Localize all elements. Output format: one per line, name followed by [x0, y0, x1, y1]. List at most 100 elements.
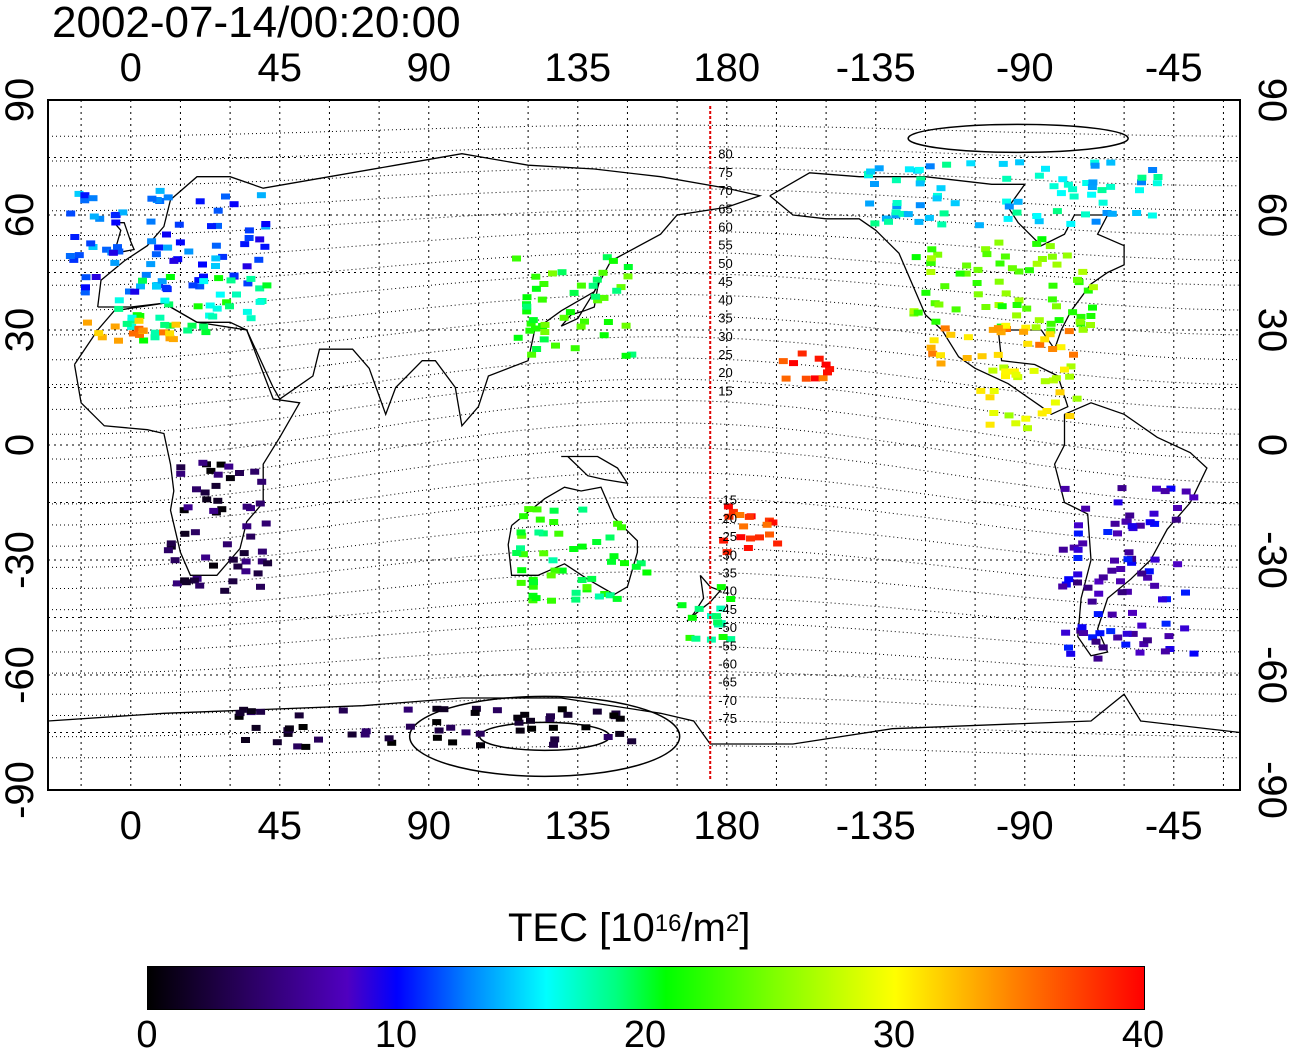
- magnetic-contour: [47, 645, 1241, 674]
- lon-tick-label-bottom: 180: [693, 804, 761, 848]
- tec-cell-australia: [535, 516, 545, 523]
- tec-cell-east-asia: [522, 294, 532, 301]
- tec-cell-south-america: [1189, 650, 1199, 657]
- tec-cell-south-america: [1160, 488, 1170, 495]
- tec-cell-north-america: [1048, 282, 1058, 289]
- tec-cell-central-america: [1011, 420, 1021, 427]
- tec-cell-africa: [176, 464, 186, 471]
- tec-cell-north-america: [1068, 309, 1078, 316]
- tec-cell-hawaii: [823, 369, 832, 376]
- tec-cell-australia: [569, 546, 579, 552]
- tec-cell-antarctica: [548, 724, 558, 731]
- tec-cell-canada-north: [942, 161, 952, 168]
- tec-cell-canada-north: [937, 221, 947, 228]
- tec-cell-canada-north: [1052, 208, 1062, 215]
- tec-cell-south-america: [1122, 630, 1132, 637]
- tec-cell-europe-south: [138, 277, 147, 284]
- tec-cell-south-america: [1098, 644, 1108, 651]
- tec-cell-canada-north: [903, 211, 913, 218]
- tec-cell-south-america: [1117, 485, 1127, 492]
- magnetic-contour: [47, 496, 1241, 547]
- tec-cell-antarctica: [520, 711, 530, 718]
- tec-cell-antarctica: [434, 727, 444, 734]
- magnetic-contour: [47, 230, 1241, 261]
- tec-cell-antarctica: [284, 725, 294, 732]
- tec-cell-australia: [587, 575, 597, 582]
- tec-cell-north-africa: [138, 327, 148, 334]
- tec-cell-europe: [91, 274, 101, 280]
- tec-cell-canada-north: [1087, 184, 1097, 190]
- tec-cell-australia: [517, 567, 527, 574]
- tec-cell-east-asia: [621, 352, 631, 359]
- tec-cell-south-america: [1066, 650, 1076, 657]
- tec-cell-antarctica: [461, 729, 471, 736]
- tec-cell-central-america: [1066, 363, 1076, 370]
- tec-cell-africa: [170, 557, 180, 564]
- magnetic-contour: [47, 336, 1241, 386]
- tec-cell-us-south: [1064, 328, 1074, 335]
- tec-cell-north-america: [1037, 236, 1047, 243]
- tec-cell-europe: [154, 244, 164, 251]
- colorbar-title: TEC [1016/m2]: [508, 906, 751, 950]
- tec-cell-europe: [86, 240, 96, 247]
- tec-cell-canada-north: [1137, 174, 1147, 181]
- tec-cell-pacific-south: [723, 503, 733, 510]
- tec-cell-antarctica: [546, 713, 555, 720]
- tec-cell-north-america: [1088, 304, 1097, 311]
- lat-tick-label-right: -30: [1250, 531, 1292, 589]
- tec-cell-antarctica: [476, 742, 485, 749]
- tec-cell-europe-south: [160, 297, 170, 304]
- tec-cell-east-asia: [540, 321, 550, 328]
- tec-cell-canada-north: [892, 200, 902, 206]
- tec-cell-europe-south: [255, 285, 265, 292]
- tec-cell-north-america: [981, 304, 991, 310]
- tec-cell-north-america: [1022, 305, 1032, 312]
- tec-cell-europe: [65, 253, 75, 259]
- tec-cell-antarctica: [256, 708, 266, 715]
- tec-cell-canada-north: [1049, 183, 1059, 190]
- tec-cell-europe: [102, 246, 112, 253]
- tec-cell-central-america: [1040, 378, 1050, 385]
- tec-cell-south-america: [1073, 530, 1083, 537]
- tec-cell-europe: [152, 283, 161, 290]
- tec-cell-europe: [174, 221, 184, 228]
- tec-cell-africa: [228, 556, 238, 563]
- tec-cell-africa: [200, 489, 210, 496]
- lon-tick-label-top: 180: [693, 46, 761, 90]
- tec-cell-australia: [600, 591, 610, 597]
- tec-cell-south-america: [1171, 516, 1181, 523]
- tec-cell-europe: [74, 252, 84, 259]
- tec-cell-australia: [547, 597, 556, 604]
- tec-cell-africa: [172, 580, 182, 587]
- tec-cell-east-asia: [548, 270, 557, 277]
- tec-cell-antarctica: [314, 736, 323, 743]
- tec-cell-europe: [69, 256, 79, 263]
- lon-tick-label-top: 90: [406, 46, 452, 90]
- tec-cell-australia: [571, 596, 581, 603]
- tec-cell-africa: [180, 530, 190, 537]
- tec-cell-europe: [95, 215, 105, 222]
- tec-cell-south-america: [1088, 634, 1098, 641]
- tec-cell-east-asia: [598, 269, 608, 276]
- tec-cell-australia: [578, 506, 588, 513]
- tec-cell-pacific-south: [746, 535, 755, 542]
- tec-cell-canada-north: [1034, 172, 1044, 179]
- lon-tick-label-bottom: 135: [544, 804, 612, 848]
- tec-cell-australia: [617, 524, 626, 531]
- tec-cell-north-america: [927, 246, 937, 253]
- contour-label: -40: [718, 584, 737, 599]
- tec-cell-canada-north: [866, 168, 876, 175]
- magnetic-contour: [48, 145, 1241, 162]
- tec-cell-new-zealand: [687, 614, 697, 621]
- tec-cell-north-america: [1052, 261, 1062, 268]
- tec-cell-north-africa: [159, 329, 168, 336]
- tec-cell-south-america: [1077, 624, 1087, 631]
- tec-cell-australia: [518, 551, 528, 558]
- tec-cell-north-africa: [168, 336, 178, 343]
- tec-cell-south-america: [1073, 571, 1083, 578]
- tec-cell-south-america: [1144, 568, 1154, 575]
- tec-cell-europe-south: [165, 322, 175, 329]
- tec-cell-europe: [151, 251, 161, 258]
- tec-cell-europe: [110, 259, 120, 266]
- tec-cell-new-zealand: [726, 636, 736, 643]
